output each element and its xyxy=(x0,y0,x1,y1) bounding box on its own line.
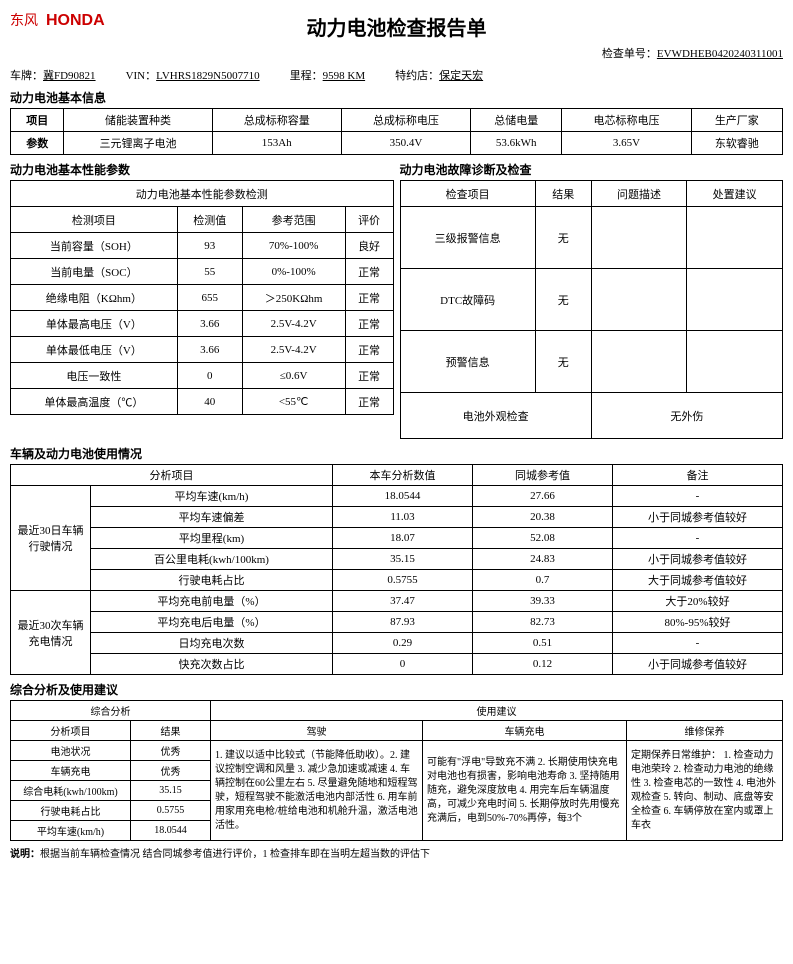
logo-en: HONDA xyxy=(46,12,105,30)
section-diag: 动力电池故障诊断及检查 xyxy=(400,161,784,178)
perf-table: 动力电池基本性能参数检测 检测项目 检测值 参考范围 评价 当前容量（SOH）9… xyxy=(10,180,394,415)
maint-advice: 定期保养日常维护： 1. 检查动力电池荣玲 2. 检查动力电池的绝缘性 3. 检… xyxy=(627,741,783,841)
charge-advice: 可能有"浮电"导致充不满 2. 长期使用快充电对电池也有损害，影响电池寿命 3.… xyxy=(423,741,627,841)
report-number: 检查单号：EVWDHEB0420240311001 xyxy=(10,45,783,61)
analysis-table: 综合分析 使用建议 分析项目 结果 驾驶 车辆充电 维修保养 电池状况优秀 1.… xyxy=(10,700,783,841)
usage-table: 分析项目 本车分析数值 同城参考值 备注 最近30日车辆行驶情况平均车速(km/… xyxy=(10,464,783,675)
vehicle-info-row: 车牌：冀FD90821 VIN：LVHRS1829N5007710 里程：959… xyxy=(10,67,783,83)
diag-table: 检查项目 结果 问题描述 处置建议 三级报警信息无 DTC故障码无 预警信息无 … xyxy=(400,180,784,439)
basic-table: 项目 储能装置种类 总成标称容量 总成标称电压 总储电量 电芯标称电压 生产厂家… xyxy=(10,108,783,155)
drive-advice: 1. 建议以适中比较式（节能降低助收）。2. 建议控制空调和风量 3. 减少急加… xyxy=(211,741,423,841)
section-usage: 车辆及动力电池使用情况 xyxy=(10,445,783,462)
logo-cn: 东风 xyxy=(10,10,38,30)
footer-note: 说明：根据当前车辆检查情况 结合同城参考值进行评价，1 检查排车即在当明左超当数… xyxy=(10,845,783,860)
section-perf: 动力电池基本性能参数 xyxy=(10,161,394,178)
section-analysis: 综合分析及使用建议 xyxy=(10,681,783,698)
page-title: 动力电池检查报告单 xyxy=(10,12,783,41)
section-basic: 动力电池基本信息 xyxy=(10,89,783,106)
